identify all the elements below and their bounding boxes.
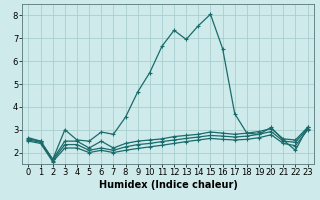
X-axis label: Humidex (Indice chaleur): Humidex (Indice chaleur) — [99, 180, 237, 190]
